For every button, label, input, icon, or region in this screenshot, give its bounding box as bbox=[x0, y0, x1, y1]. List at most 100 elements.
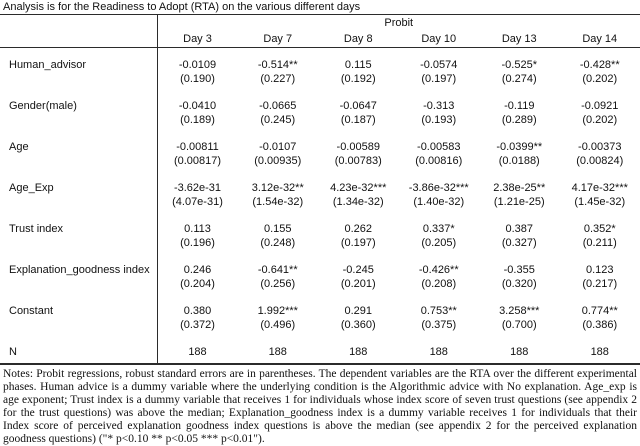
spacer-cell bbox=[0, 47, 158, 58]
spacer-cell bbox=[0, 168, 158, 181]
standard-error-cell: (0.208) bbox=[421, 278, 457, 290]
coefficient-row: Trust index 0.113 0.155 0.262 0.337* 0.387 0.3… bbox=[0, 222, 640, 236]
spacer-cell bbox=[157, 250, 640, 263]
spacer-cell bbox=[157, 127, 640, 140]
standard-error-cell: (0.00816) bbox=[415, 155, 463, 167]
label-spacer bbox=[0, 72, 158, 86]
coefficient-row: Age_Exp -3.62e-31 3.12e-32** 4.23e-32*** -3.… bbox=[0, 181, 640, 195]
column-header-day: Day 3 bbox=[157, 31, 238, 48]
coefficient-cell: 4.17e-32*** bbox=[571, 182, 628, 194]
standard-error-cell: (0.205) bbox=[421, 237, 457, 249]
standard-error-cell: (0.00817) bbox=[173, 155, 222, 167]
standard-error-cell: (0.197) bbox=[421, 73, 457, 85]
coefficient-cell: -0.525* bbox=[501, 59, 537, 71]
spacer-row bbox=[0, 47, 640, 58]
standard-error-cell: (1.54e-32) bbox=[252, 196, 304, 208]
model-type-header: Probit bbox=[384, 17, 414, 29]
standard-error-cell: (1.45e-32) bbox=[574, 196, 626, 208]
spacer-row bbox=[0, 86, 640, 99]
coefficient-cell: -0.641** bbox=[257, 264, 298, 276]
standard-error-cell: (0.0188) bbox=[498, 155, 540, 167]
column-header-day: Day 14 bbox=[559, 31, 640, 48]
coefficient-cell: 1.992*** bbox=[257, 305, 298, 317]
standard-error-cell: (4.07e-31) bbox=[172, 196, 223, 208]
spacer-row bbox=[0, 168, 640, 181]
coefficient-cell: -0.245 bbox=[342, 264, 374, 276]
spacer-cell bbox=[0, 291, 158, 304]
standard-error-cell: (0.187) bbox=[340, 114, 376, 126]
observations-cell: 188 bbox=[510, 346, 529, 358]
variable-label: Constant bbox=[0, 304, 158, 318]
standard-error-cell: (0.189) bbox=[180, 114, 215, 126]
observations-label: N bbox=[0, 345, 158, 364]
header-label-spacer bbox=[0, 31, 158, 48]
standard-error-cell: (0.211) bbox=[582, 237, 617, 249]
spacer-cell bbox=[0, 332, 158, 345]
standard-error-cell: (0.196) bbox=[180, 237, 215, 249]
observations-cell: 188 bbox=[429, 346, 448, 358]
coefficient-cell: 0.115 bbox=[344, 59, 372, 71]
standard-error-cell: (0.274) bbox=[501, 73, 537, 85]
standard-error-cell: (0.217) bbox=[582, 278, 618, 290]
spacer-row bbox=[0, 127, 640, 140]
column-header-day: Day 8 bbox=[318, 31, 399, 48]
column-header-row: Day 3 Day 7 Day 8 Day 10 Day 13 Day 14 bbox=[0, 31, 640, 48]
coefficient-cell: 0.380 bbox=[183, 305, 212, 317]
column-header-day: Day 10 bbox=[398, 31, 479, 48]
group-header-row: Probit bbox=[0, 14, 640, 31]
standard-error-cell: (0.245) bbox=[260, 114, 296, 126]
label-spacer bbox=[0, 277, 158, 291]
standard-error-cell: (0.700) bbox=[501, 319, 537, 331]
standard-error-cell: (0.192) bbox=[340, 73, 376, 85]
coefficient-cell: -0.0410 bbox=[178, 100, 217, 112]
coefficient-cell: -0.00373 bbox=[578, 141, 622, 153]
coefficient-cell: -0.514** bbox=[257, 59, 298, 71]
standard-error-cell: (0.00783) bbox=[334, 155, 382, 167]
coefficient-cell: 0.387 bbox=[505, 223, 534, 235]
standard-error-cell: (0.201) bbox=[340, 278, 376, 290]
coefficient-cell: -0.0665 bbox=[259, 100, 297, 112]
standard-error-cell: (0.289) bbox=[501, 114, 537, 126]
coefficient-row: Constant 0.380 1.992*** 0.291 0.753** 3.258**… bbox=[0, 304, 640, 318]
spacer-row bbox=[0, 250, 640, 263]
standard-error-row: (4.07e-31) (1.54e-32) (1.34e-32) (1.40e-32)… bbox=[0, 195, 640, 209]
label-spacer bbox=[0, 236, 158, 250]
standard-error-cell: (0.386) bbox=[582, 319, 618, 331]
coefficient-cell: 0.262 bbox=[344, 223, 373, 235]
variable-label: Human_advisor bbox=[0, 58, 158, 72]
standard-error-row: (0.196) (0.248) (0.197) (0.205) (0.327) (0.21… bbox=[0, 236, 640, 250]
coefficient-cell: 2.38e-25** bbox=[493, 182, 546, 194]
variable-label: Age_Exp bbox=[0, 181, 158, 195]
coefficient-cell: -0.00811 bbox=[176, 141, 219, 153]
coefficient-cell: -0.0921 bbox=[581, 100, 619, 112]
standard-error-cell: (0.327) bbox=[501, 237, 537, 249]
spacer-cell bbox=[0, 86, 158, 99]
coefficient-cell: -0.00589 bbox=[336, 141, 380, 153]
standard-error-cell: (0.204) bbox=[180, 278, 215, 290]
standard-error-cell: (0.320) bbox=[501, 278, 537, 290]
spacer-cell bbox=[157, 332, 640, 345]
observations-row: N 188 188 188 188 188 188 bbox=[0, 345, 640, 364]
standard-error-cell: (0.496) bbox=[260, 319, 296, 331]
coefficient-cell: -0.355 bbox=[503, 264, 535, 276]
coefficient-cell: 0.352* bbox=[583, 223, 616, 235]
standard-error-row: (0.189) (0.245) (0.187) (0.193) (0.289) (0.20… bbox=[0, 113, 640, 127]
variable-label: Explanation_goodness index bbox=[0, 263, 158, 277]
standard-error-cell: (0.197) bbox=[340, 237, 376, 249]
coefficient-cell: -0.428** bbox=[579, 59, 620, 71]
observations-cell: 188 bbox=[590, 346, 609, 358]
standard-error-cell: (0.360) bbox=[340, 319, 376, 331]
coefficient-cell: -3.86e-32*** bbox=[408, 182, 469, 194]
spacer-cell bbox=[157, 86, 640, 99]
spacer-cell bbox=[0, 209, 158, 222]
coefficient-cell: -0.313 bbox=[423, 100, 455, 112]
standard-error-cell: (0.202) bbox=[582, 114, 618, 126]
coefficient-cell: -0.426** bbox=[418, 264, 459, 276]
spacer-cell bbox=[157, 209, 640, 222]
coefficient-cell: 4.23e-32*** bbox=[330, 182, 387, 194]
coefficient-cell: 0.246 bbox=[183, 264, 212, 276]
standard-error-cell: (0.372) bbox=[180, 319, 215, 331]
standard-error-cell: (0.190) bbox=[180, 73, 215, 85]
spacer-row bbox=[0, 291, 640, 304]
